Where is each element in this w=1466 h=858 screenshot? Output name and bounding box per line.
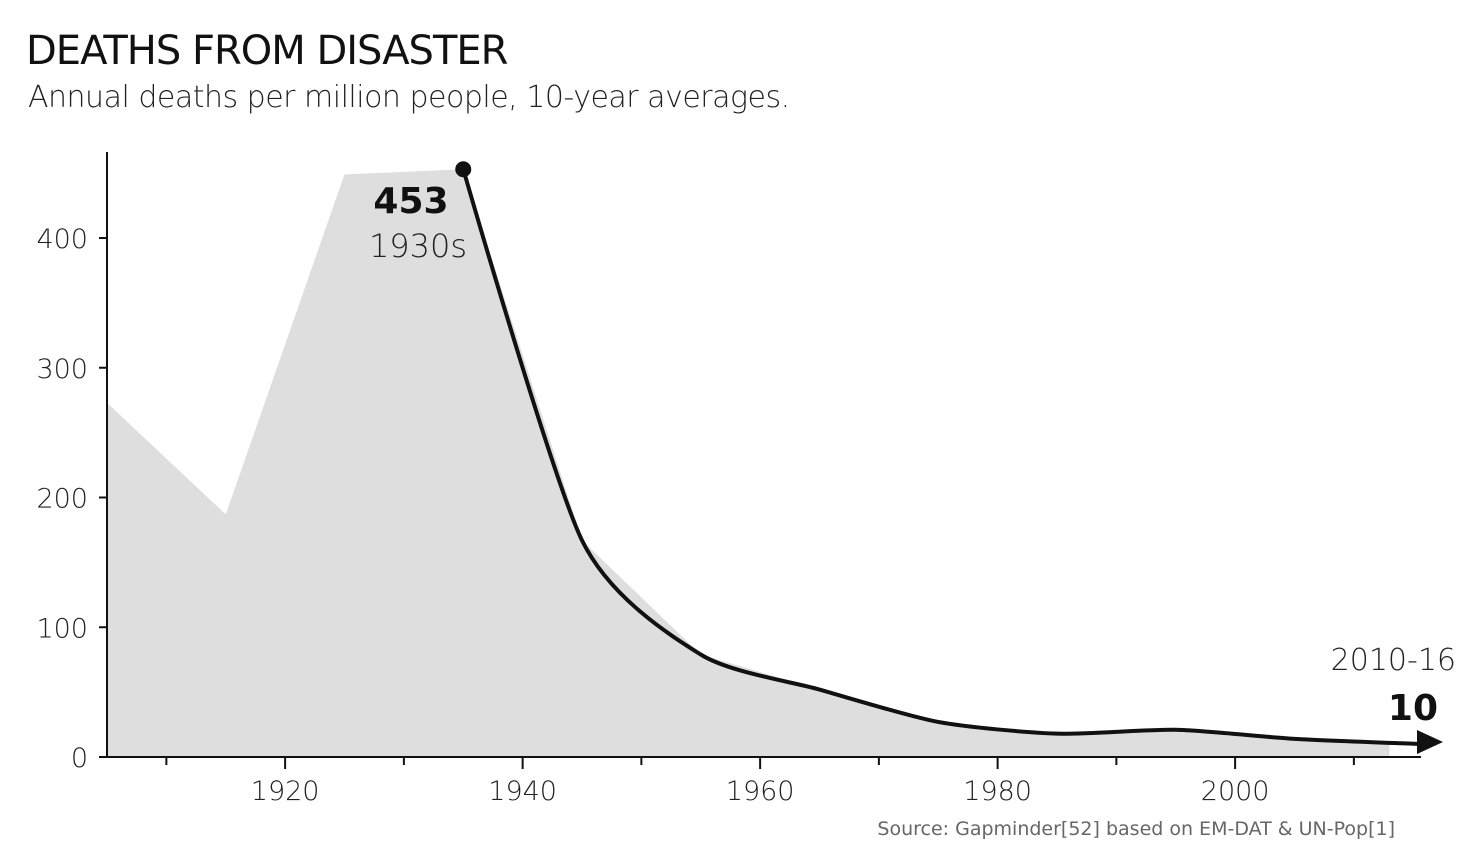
y-tick-label: 0 xyxy=(71,743,88,774)
peak-marker xyxy=(455,161,472,178)
area-fill xyxy=(107,169,1390,758)
x-tick-label: 1980 xyxy=(963,776,1032,807)
chart-subtitle: Annual deaths per million people, 10-yea… xyxy=(28,80,790,115)
end-value-label: 10 xyxy=(1388,688,1438,729)
peak-period-label: 1930s xyxy=(369,227,467,265)
y-tick-label: 400 xyxy=(36,224,88,255)
end-period-label: 2010-16 xyxy=(1331,643,1456,678)
y-tick-label: 300 xyxy=(36,354,88,385)
x-tick-label: 2000 xyxy=(1201,776,1270,807)
series-line xyxy=(461,168,1422,747)
x-tick-label: 1940 xyxy=(488,776,557,807)
y-tick-label: 100 xyxy=(36,613,88,644)
source-note: Source: Gapminder[52] based on EM-DAT & … xyxy=(877,818,1395,840)
x-tick-label: 1920 xyxy=(251,776,320,807)
peak-value-label: 453 xyxy=(373,181,448,222)
chart-title: DEATHS FROM DISASTER xyxy=(26,28,508,74)
x-tick-label: 1960 xyxy=(726,776,795,807)
end-arrow-icon xyxy=(1417,730,1443,755)
y-tick-label: 200 xyxy=(36,484,88,515)
